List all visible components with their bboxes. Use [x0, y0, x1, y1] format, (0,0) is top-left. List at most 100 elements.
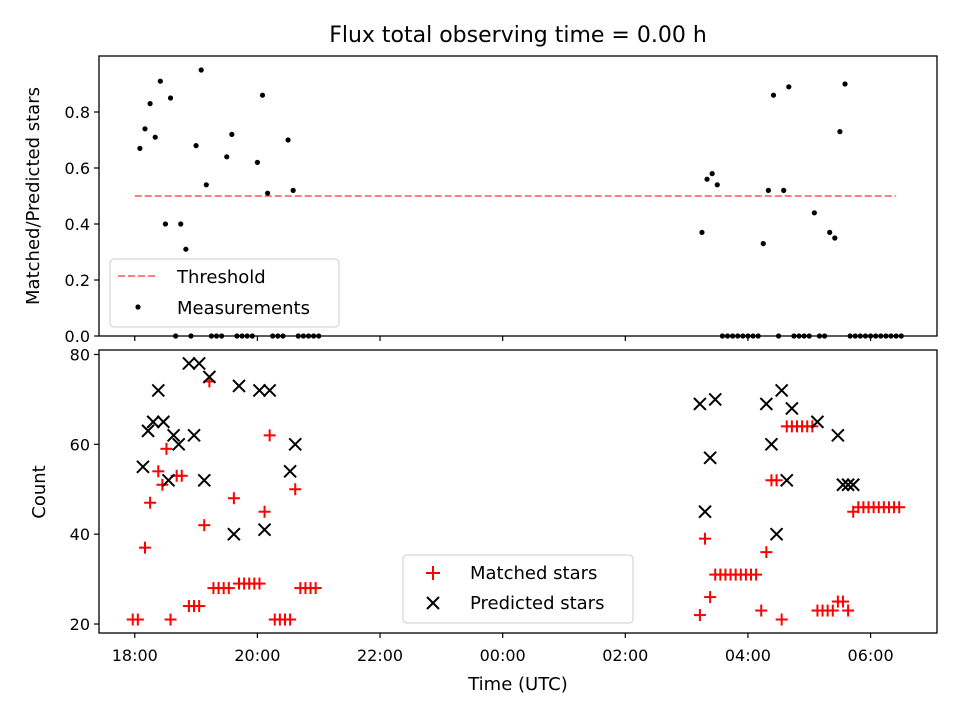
matched-star-point — [258, 505, 271, 518]
legend-matched-label: Matched stars — [470, 563, 597, 584]
matched-star-point — [699, 532, 712, 545]
predicted-star-point — [764, 437, 779, 452]
measurement-point — [142, 126, 148, 132]
matched-star-point — [144, 496, 157, 509]
legend-measurements-swatch — [135, 304, 141, 310]
x-axis-label: Time (UTC) — [467, 674, 568, 695]
predicted-star-point — [136, 460, 150, 474]
matched-star-point — [156, 478, 169, 491]
bottom-legend: Matched stars Predicted stars — [402, 554, 634, 624]
predicted-star-point — [141, 424, 155, 438]
top-y-tick-label: 0.6 — [65, 159, 90, 178]
predicted-star-point — [698, 505, 712, 519]
top-x-ticks — [134, 336, 872, 341]
measurement-point — [178, 221, 184, 227]
matched-star-point — [227, 492, 240, 505]
measurement-point — [254, 159, 261, 165]
top-y-tick-label: 0.2 — [65, 271, 90, 290]
predicted-star-point — [759, 397, 774, 411]
measurement-point — [837, 129, 843, 135]
legend-measurements-label: Measurements — [177, 298, 310, 319]
matched-star-point — [152, 465, 165, 478]
matched-star-point — [842, 604, 855, 617]
predicted-star-point — [252, 383, 267, 398]
predicted-star-point — [182, 356, 196, 371]
x-tick-label: 06:00 — [848, 646, 894, 665]
matched-star-point — [693, 609, 706, 622]
matched-star-point — [760, 546, 773, 559]
measurement-point — [786, 84, 792, 90]
matched-star-point — [775, 613, 788, 626]
predicted-star-point — [151, 383, 165, 398]
bottom-marks — [126, 356, 906, 626]
predicted-star-point — [283, 464, 297, 478]
matched-star-point — [826, 604, 839, 617]
legend-matched-swatch — [426, 566, 440, 580]
predicted-star-point — [810, 415, 825, 429]
measurement-point — [152, 134, 158, 140]
matched-star-point — [198, 519, 211, 532]
matched-star-point — [755, 604, 768, 617]
top-y-tick-label: 0.8 — [65, 103, 90, 122]
x-tick-label: 18:00 — [112, 646, 158, 665]
legend-predicted-swatch — [426, 596, 440, 610]
x-tick-label: 04:00 — [725, 646, 771, 665]
measurement-point — [224, 154, 230, 160]
predicted-star-point — [841, 478, 855, 492]
matched-star-point — [193, 600, 206, 613]
predicted-star-point — [257, 522, 272, 537]
measurement-point — [157, 78, 163, 84]
measurement-point — [709, 171, 715, 177]
matched-star-point — [160, 442, 173, 455]
predicted-star-point — [192, 356, 206, 371]
matched-star-point — [289, 483, 302, 496]
matched-star-point — [284, 613, 297, 626]
top-y-tick-label: 0.0 — [65, 327, 90, 346]
matched-star-point — [704, 591, 717, 604]
chart-title: Flux total observing time = 0.00 h — [329, 23, 707, 48]
predicted-star-point — [172, 437, 186, 452]
measurement-point — [714, 182, 720, 188]
measurement-point — [704, 176, 710, 182]
matched-star-point — [253, 577, 266, 590]
predicted-star-point — [780, 473, 794, 487]
top-axes-frame — [98, 55, 938, 337]
matched-star-point — [263, 429, 276, 442]
bottom-y-tick-label: 40 — [70, 525, 90, 544]
predicted-star-point — [161, 473, 176, 487]
measurement-point — [167, 95, 174, 101]
top-panel: 0.00.20.40.60.8 Matched/Predicted stars … — [23, 55, 938, 346]
predicted-star-point — [262, 383, 277, 398]
predicted-star-point — [227, 527, 241, 541]
bottom-legend-box — [402, 554, 634, 624]
x-tick-label: 02:00 — [602, 646, 648, 665]
predicted-star-point — [202, 370, 217, 384]
bottom-panel: 20 40 60 80 18:00 20:00 22:00 00:00 02:00 04:00 0… — [29, 345, 938, 695]
predicted-star-point — [232, 379, 246, 393]
measurement-point — [137, 145, 143, 151]
bottom-y-ticks: 20 40 60 80 — [70, 345, 99, 634]
predicted-star-point — [831, 428, 845, 443]
bottom-x-ticks: 18:00 20:00 22:00 00:00 02:00 04:00 06:00 — [112, 633, 894, 665]
predicted-star-point — [288, 437, 302, 452]
measurement-point — [259, 92, 266, 98]
measurement-point — [162, 221, 169, 227]
bottom-y-tick-label: 80 — [70, 345, 90, 364]
bottom-y-tick-label: 20 — [70, 615, 90, 634]
matched-star-point — [836, 595, 849, 608]
x-tick-label: 00:00 — [480, 646, 526, 665]
measurement-point — [183, 246, 189, 252]
measurement-point — [265, 190, 271, 196]
top-y-ticks: 0.0 0.2 0.4 0.6 0.8 — [65, 103, 99, 346]
predicted-star-point — [156, 415, 171, 429]
x-tick-label: 20:00 — [234, 646, 280, 665]
matched-star-point — [138, 541, 151, 554]
matched-star-point — [164, 613, 177, 626]
measurement-point — [198, 67, 204, 73]
measurement-point — [827, 229, 833, 235]
predicted-star-point — [146, 415, 160, 429]
predicted-star-point — [708, 392, 722, 407]
measurement-point — [760, 241, 766, 247]
measurement-point — [699, 229, 705, 235]
measurement-point — [229, 131, 235, 137]
